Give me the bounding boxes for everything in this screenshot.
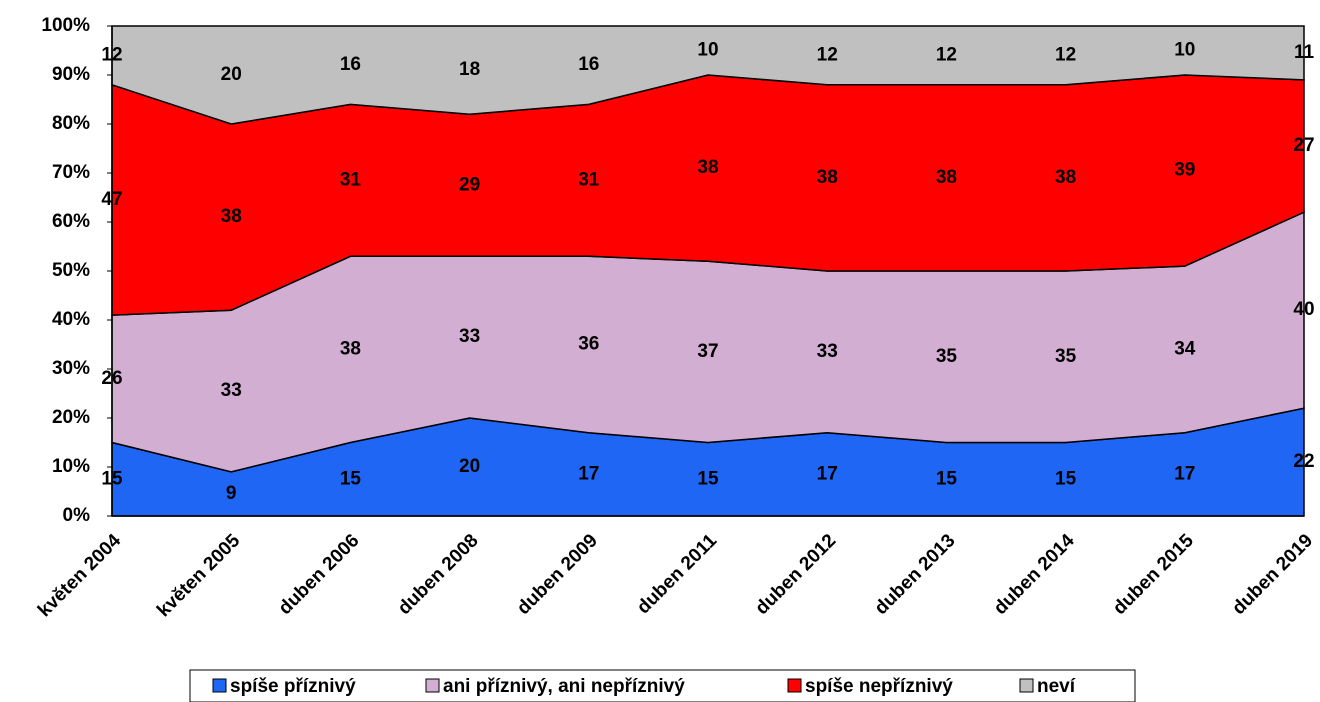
data-label: 29 [459, 174, 480, 195]
data-label: 33 [221, 380, 242, 401]
data-label: 31 [578, 169, 600, 190]
data-label: 37 [697, 341, 718, 362]
data-label: 33 [459, 326, 480, 347]
y-tick-label: 20% [52, 407, 90, 428]
y-tick-label: 40% [52, 309, 90, 330]
data-label: 10 [697, 40, 718, 61]
data-label: 12 [817, 44, 838, 65]
legend-swatch [212, 678, 227, 693]
data-label: 16 [340, 54, 361, 75]
area [111, 25, 1305, 125]
legend-swatch [787, 678, 802, 693]
data-label: 17 [1174, 463, 1195, 484]
data-label: 12 [936, 44, 957, 65]
y-tick-label: 0% [63, 505, 91, 526]
data-label: 20 [459, 456, 480, 477]
data-label: 15 [697, 468, 719, 489]
y-tick-label: 70% [52, 162, 90, 183]
y-tick-label: 10% [52, 456, 90, 477]
data-label: 9 [226, 483, 237, 504]
legend-swatch [425, 678, 440, 693]
data-label: 12 [1055, 44, 1076, 65]
data-label: 11 [1294, 42, 1315, 63]
x-tick-label: duben 2019 [1228, 530, 1317, 619]
data-label: 22 [1293, 451, 1314, 472]
x-tick-label: duben 2008 [394, 530, 483, 619]
data-label: 17 [817, 463, 838, 484]
data-label: 16 [578, 54, 599, 75]
data-label: 20 [221, 64, 242, 85]
y-tick-label: 100% [41, 15, 90, 36]
legend-label: neví [1037, 676, 1076, 697]
data-label: 38 [221, 206, 242, 227]
y-tick-label: 50% [52, 260, 90, 281]
x-tick-label: duben 2015 [1109, 530, 1198, 619]
data-label: 10 [1174, 40, 1195, 61]
data-label: 27 [1293, 135, 1314, 156]
data-label: 15 [936, 468, 958, 489]
x-tick-label: duben 2011 [633, 530, 721, 618]
x-tick-label: duben 2014 [990, 530, 1079, 619]
x-tick-label: duben 2013 [871, 530, 960, 619]
data-label: 33 [817, 341, 838, 362]
x-tick-label: duben 2012 [752, 530, 841, 619]
legend-label: ani příznivý, ani nepříznivý [443, 676, 685, 697]
legend: spíše příznivý ani příznivý, ani nepřízni… [189, 669, 1136, 702]
legend-box [189, 669, 1136, 702]
y-tick-label: 80% [52, 113, 90, 134]
x-tick-label: květen 2005 [153, 530, 244, 621]
x-tick-label: duben 2006 [275, 530, 364, 619]
data-label: 38 [340, 338, 361, 359]
data-label: 18 [459, 59, 480, 80]
data-label: 15 [1055, 468, 1077, 489]
data-label: 17 [578, 463, 599, 484]
data-label: 31 [340, 169, 362, 190]
data-label: 38 [817, 167, 838, 188]
legend-swatch [1019, 678, 1034, 693]
data-label: 38 [1055, 167, 1076, 188]
data-label: 35 [1055, 346, 1077, 367]
data-label: 34 [1174, 338, 1196, 359]
data-label: 38 [697, 157, 718, 178]
y-tick-label: 90% [52, 64, 90, 85]
y-tick-label: 60% [52, 211, 90, 232]
legend-label: spíše nepříznivý [805, 676, 953, 697]
data-label: 38 [936, 167, 957, 188]
y-tick-label: 30% [52, 358, 90, 379]
data-label: 15 [340, 468, 362, 489]
data-label: 39 [1174, 160, 1195, 181]
data-label: 35 [936, 346, 958, 367]
data-label: 40 [1293, 299, 1314, 320]
legend-label: spíše příznivý [230, 676, 356, 697]
x-tick-label: květen 2004 [34, 530, 125, 621]
data-label: 36 [578, 334, 599, 355]
x-tick-label: duben 2009 [513, 530, 602, 619]
